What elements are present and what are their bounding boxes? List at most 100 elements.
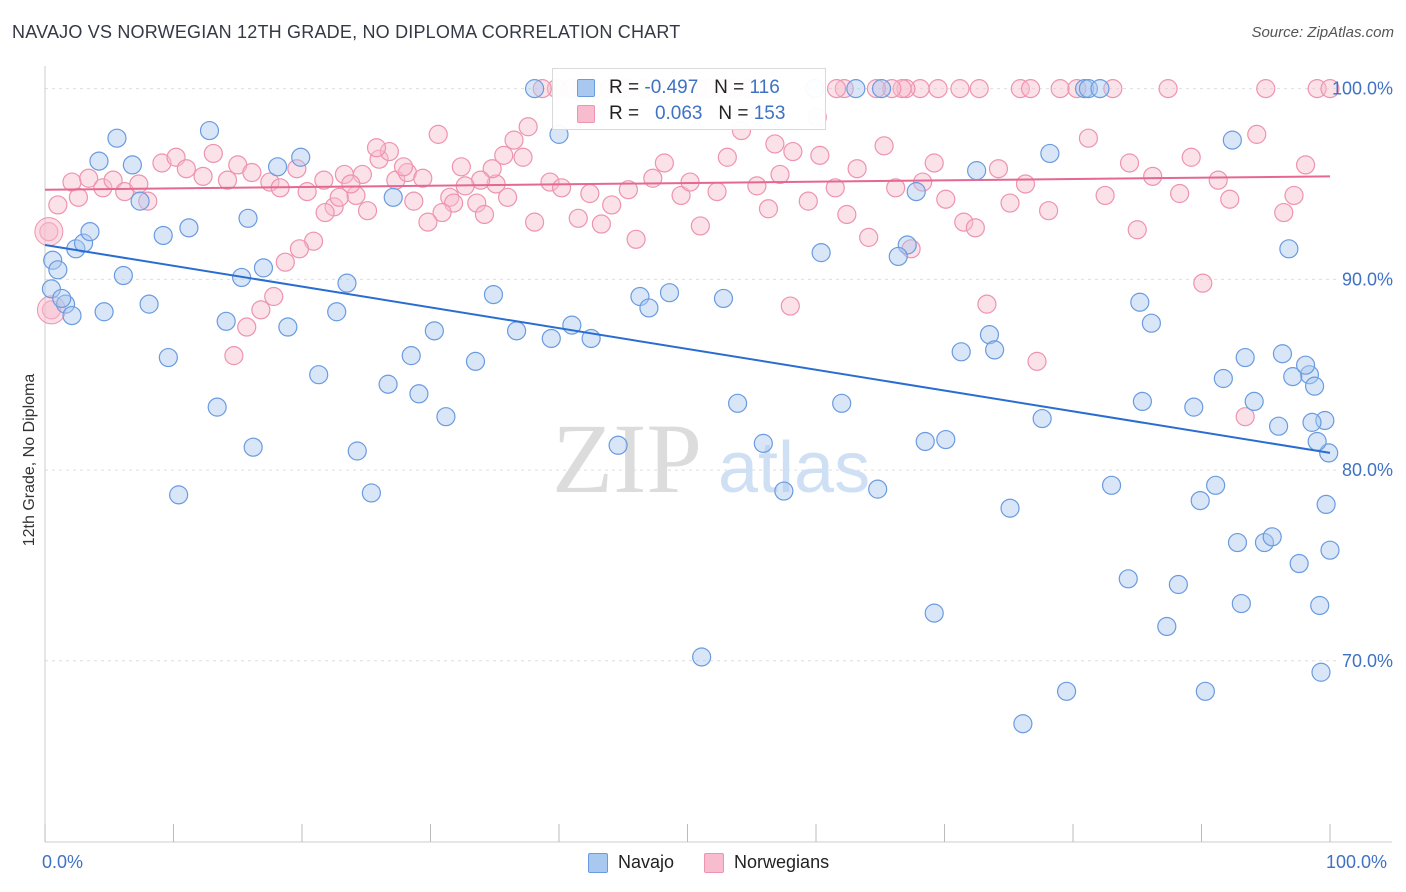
navajo-point (238, 208, 258, 228)
navajo-point (1130, 292, 1150, 312)
navajo-point (113, 265, 133, 286)
navajo-point (243, 437, 263, 457)
navajo-point (130, 191, 150, 211)
navajo-point (383, 187, 403, 207)
navajo-point (811, 243, 831, 263)
norwegians-point (1078, 128, 1099, 148)
norwegians-point (532, 79, 552, 99)
navajo-n-value: 116 (749, 77, 780, 98)
norwegians-point (152, 153, 172, 173)
norwegians-point (654, 153, 674, 173)
norwegians-point (474, 204, 495, 225)
source-label: Source: ZipAtlas.com (1251, 24, 1394, 41)
norwegians-point (1235, 407, 1255, 427)
norwegians-point (432, 202, 452, 223)
norwegians-point (954, 212, 974, 232)
navajo-point (1262, 527, 1282, 547)
y-tick-labels: 70.0% 80.0% 90.0% 100.0% (1332, 79, 1393, 671)
norwegians-point (297, 182, 317, 202)
norwegians-point (965, 218, 985, 238)
norwegians-point (287, 159, 307, 179)
norwegians-point (451, 157, 471, 177)
navajo-point (1231, 593, 1251, 614)
norwegians-point (758, 199, 779, 219)
navajo-point (436, 407, 456, 427)
navajo-point (1272, 344, 1293, 364)
legend-row-norwegians: R = 0.063 N = 153 (577, 101, 785, 127)
navajo-point (347, 441, 367, 461)
norwegians-point (467, 193, 487, 213)
navajo-point (1222, 130, 1242, 150)
norwegians-point (494, 145, 514, 165)
navajo-legend-swatch (588, 852, 608, 873)
norwegians-point (913, 172, 933, 192)
norwegians-point (551, 178, 572, 198)
norwegians-point (826, 79, 847, 99)
navajo-point (1078, 79, 1099, 99)
norwegians-point (671, 185, 691, 206)
norwegians-n-label: N = (718, 103, 749, 124)
norwegians-point (428, 124, 448, 144)
navajo-point (1302, 412, 1322, 432)
norwegians-point (1170, 183, 1190, 204)
navajo-point (52, 288, 72, 309)
norwegians-point (251, 300, 271, 320)
norwegians-point (366, 138, 387, 158)
navajo-point (179, 218, 199, 238)
navajo-point (361, 483, 381, 503)
navajo-point (80, 222, 100, 242)
navajo-point (524, 79, 545, 99)
y-tick-label: 90.0% (1342, 269, 1393, 289)
navajo-point (951, 342, 971, 362)
norwegians-point (1010, 79, 1030, 99)
navajo-point (1157, 616, 1177, 637)
norwegians-point (482, 159, 502, 179)
legend-item-norwegians[interactable]: Norwegians (704, 852, 829, 873)
navajo-point (1213, 368, 1233, 389)
navajo-point (1289, 553, 1309, 574)
norwegians-point (770, 164, 790, 185)
norwegians-point (513, 147, 533, 167)
navajo-point (906, 182, 926, 202)
navajo-point (608, 435, 628, 455)
norwegians-points (34, 79, 1340, 427)
navajo-point (1227, 532, 1248, 553)
navajo-point (465, 351, 486, 371)
navajo-point (1235, 347, 1255, 368)
navajo-point (692, 647, 712, 667)
navajo-point (541, 328, 561, 349)
navajo-r-label: R = (609, 77, 640, 98)
legend-item-navajo[interactable]: Navajo (588, 852, 674, 873)
norwegians-point (176, 159, 196, 179)
navajo-point (1132, 391, 1152, 412)
norwegians-point (379, 141, 399, 162)
navajo-point (1311, 662, 1331, 682)
legend-row-navajo: R = -0.497 N = 116 (577, 75, 780, 101)
navajo-point (1000, 498, 1020, 518)
norwegians-point (690, 216, 710, 236)
norwegians-point (193, 166, 213, 186)
watermark: ZIP atlas (552, 403, 870, 514)
norwegians-point (1220, 189, 1240, 209)
navajo-point (832, 393, 852, 413)
norwegians-point (568, 208, 588, 228)
navajo-point (1101, 475, 1122, 495)
x-tick-min: 0.0% (42, 852, 84, 872)
navajo-point (985, 340, 1005, 360)
trend-lines (44, 175, 1331, 454)
navajo-point (1304, 376, 1325, 396)
norwegians-point (329, 187, 349, 207)
navajo-point (253, 258, 274, 278)
navajo-point (107, 128, 127, 148)
navajo-point (659, 283, 680, 303)
navajo-point (1090, 79, 1110, 99)
navajo-swatch (577, 79, 595, 97)
navajo-point (1320, 540, 1340, 560)
navajo-point (1283, 367, 1303, 387)
norwegians-point (747, 176, 767, 196)
norwegians-point (524, 212, 545, 232)
norwegians-point (886, 178, 906, 198)
navajo-point (713, 288, 734, 309)
navajo-point (483, 285, 504, 305)
norwegians-point (129, 174, 149, 194)
